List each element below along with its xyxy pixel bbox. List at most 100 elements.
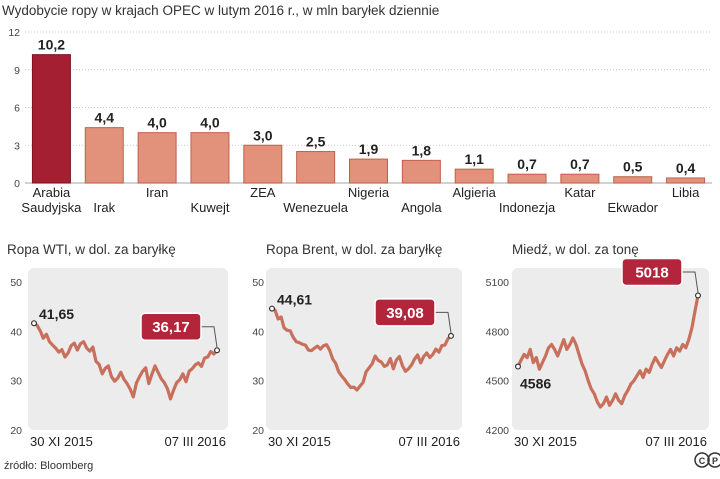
bar — [137, 132, 177, 184]
bar-y-tick-label: 6 — [14, 103, 20, 115]
end-point — [448, 332, 455, 339]
y-tick-label: 4500 — [486, 376, 510, 388]
bar — [613, 176, 653, 184]
bar — [296, 151, 336, 184]
x-end-date-label: 07 III 2016 — [646, 434, 707, 449]
y-tick-label: 50 — [10, 277, 22, 289]
start-point — [269, 305, 276, 312]
bar-y-tick-label: 12 — [8, 27, 20, 39]
end-value-label: 5018 — [635, 264, 668, 281]
bar-value-label: 4,4 — [95, 110, 115, 126]
bar — [31, 54, 71, 184]
bar — [401, 159, 441, 184]
bar — [190, 132, 230, 184]
bar-category-label: Irak — [93, 200, 115, 215]
x-start-date-label: 30 XI 2015 — [30, 434, 93, 449]
y-tick-label: 5100 — [486, 277, 510, 289]
bar-value-label: 1,1 — [464, 151, 484, 167]
bar-value-label: 0,7 — [517, 156, 537, 172]
end-point — [214, 347, 221, 354]
line-chart-title: Ropa WTI, w dol. za baryłkę — [7, 242, 176, 257]
bar-category-label: Nigeria — [348, 185, 390, 200]
end-value-label: 39,08 — [386, 305, 424, 322]
bar-category-label: Katar — [564, 185, 596, 200]
end-point — [694, 292, 701, 299]
start-value-label: 41,65 — [39, 306, 74, 322]
bar-category-label: ZEA — [250, 185, 276, 200]
line-chart-title: Miedź, w dol. za tonę — [512, 242, 639, 257]
line-chart-panel: Ropa Brent, w dol. za baryłkę 20 30 40 50 44,… — [252, 242, 462, 449]
price-line — [270, 307, 453, 392]
y-tick-label: 30 — [10, 376, 22, 388]
bar-value-label: 0,7 — [570, 156, 590, 172]
bar-y-tick-label: 9 — [14, 65, 20, 77]
y-tick-label: 20 — [10, 425, 22, 437]
logo-glyph-left: C — [699, 456, 706, 466]
start-value-label: 4586 — [520, 376, 551, 392]
bar-category-label: Wenezuela — [283, 200, 349, 215]
source-note: źródło: Bloomberg — [4, 460, 93, 472]
end-label-leader — [431, 311, 452, 333]
line-chart-panel: Ropa WTI, w dol. za baryłkę 20 30 40 50 41,65… — [7, 242, 228, 449]
line-charts: Ropa WTI, w dol. za baryłkę 20 30 40 50 41,65… — [7, 242, 709, 449]
line-chart-title: Ropa Brent, w dol. za baryłkę — [266, 242, 442, 257]
x-start-date-label: 30 XI 2015 — [268, 434, 331, 449]
bar-value-label: 2,5 — [306, 134, 326, 150]
end-label-leader — [678, 271, 699, 293]
bar-value-label: 4,0 — [147, 115, 167, 131]
pap-logo: C P — [694, 452, 720, 468]
x-end-date-label: 07 III 2016 — [165, 434, 226, 449]
bar — [560, 173, 600, 184]
y-tick-label: 50 — [252, 277, 264, 289]
price-line — [516, 293, 700, 409]
bar-y-tick-label: 0 — [14, 178, 20, 190]
line-chart-panel: Miedź, w dol. za tonę 4200 4500 4800 5100 458… — [486, 242, 709, 449]
bar — [454, 168, 494, 184]
y-tick-label: 20 — [252, 425, 264, 437]
bar-category-label: Libia — [672, 185, 700, 200]
bar-category-label: Saudyjska — [21, 200, 82, 215]
y-tick-label: 4800 — [486, 326, 510, 338]
bar-category-label: Algieria — [453, 185, 497, 200]
start-point — [31, 320, 38, 327]
bar-value-label: 0,5 — [623, 159, 643, 175]
bar-value-label: 0,4 — [676, 160, 696, 176]
bar-y-tick-label: 3 — [14, 140, 20, 152]
start-value-label: 44,61 — [277, 292, 312, 308]
x-end-date-label: 07 III 2016 — [399, 434, 460, 449]
bar-value-label: 10,2 — [38, 37, 65, 53]
start-point — [514, 363, 521, 370]
logo-glyph-right: P — [712, 456, 718, 466]
bar-category-label: Kuwejt — [190, 200, 229, 215]
bar-value-label: 4,0 — [200, 115, 220, 131]
bar-value-label: 1,9 — [359, 141, 379, 157]
bar-value-label: 1,8 — [412, 142, 432, 158]
bar-chart-title: Wydobycie ropy w krajach OPEC w lutym 20… — [2, 3, 439, 18]
chart-panel-bg — [28, 268, 228, 430]
bar — [349, 158, 388, 184]
logo-circle-right — [707, 452, 720, 468]
bar-category-label: Indonezja — [499, 200, 556, 215]
end-value-label: 36,17 — [152, 319, 190, 336]
price-line — [32, 321, 219, 401]
x-start-date-label: 30 XI 2015 — [514, 434, 577, 449]
bar — [507, 173, 547, 184]
bar-category-label: Arabia — [33, 185, 71, 200]
bar-category-label: Angola — [401, 200, 442, 215]
bar-category-label: Ekwador — [607, 200, 658, 215]
logo-circle-left — [694, 452, 710, 468]
y-tick-label: 4200 — [486, 425, 510, 437]
y-tick-label: 30 — [252, 376, 264, 388]
y-tick-label: 40 — [10, 326, 22, 338]
end-value-box — [374, 298, 436, 327]
chart-panel-bg — [512, 268, 709, 430]
bar — [84, 127, 124, 184]
end-value-box — [621, 257, 683, 287]
end-label-leader — [197, 326, 218, 348]
bar — [243, 144, 283, 184]
bar — [666, 177, 706, 184]
end-value-box — [140, 312, 202, 341]
